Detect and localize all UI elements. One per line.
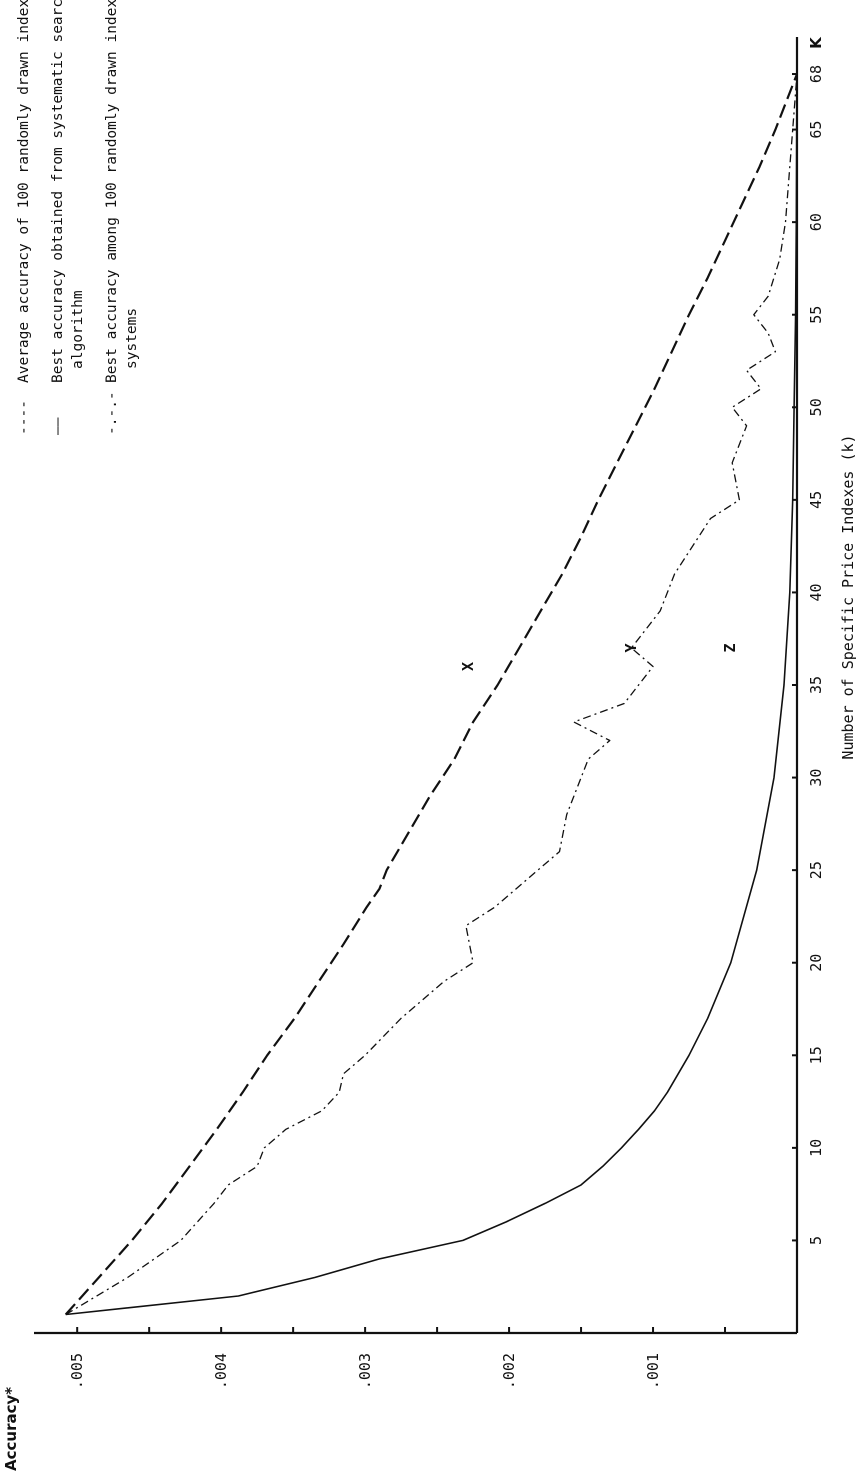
y-tick-label: .002	[500, 1353, 518, 1389]
y-axis-title: Accuracy*	[2, 1387, 20, 1471]
x-tick-label: 40	[807, 583, 825, 601]
legend: ---- Average accuracy of 100 randomly dra…	[16, 0, 140, 435]
x-tick-label: 25	[807, 861, 825, 879]
x-tick-label: 68	[807, 65, 825, 83]
x-tick-label: 60	[807, 213, 825, 231]
axes	[34, 37, 799, 1335]
x-tick-label: 35	[807, 676, 825, 694]
legend-entry-x: Average accuracy of 100 randomly drawn i…	[16, 0, 32, 383]
curves: X Z Y	[64, 73, 799, 1316]
x-tick-label: 30	[807, 769, 825, 787]
y-tick-label: .004	[212, 1353, 230, 1389]
legend-symbol-y: -.-.-	[104, 391, 120, 435]
x-tick-label: 15	[807, 1046, 825, 1064]
curve-label-y: Y	[622, 643, 640, 652]
legend-symbol-z: ——	[50, 417, 66, 435]
series-line-z	[65, 73, 798, 1316]
y-tick-label: .005	[68, 1353, 86, 1389]
x-tick-label: 5	[807, 1236, 825, 1245]
x-tick-label: 65	[807, 121, 825, 139]
x-tick-label: 20	[807, 954, 825, 972]
legend-entry-y: Best accuracy among 100 randomly drawn i…	[104, 0, 120, 383]
ticks: 5 10 15 20 25 30 35 40 45 50 55 60 65 68 .001 .002 .003.…	[68, 65, 825, 1389]
curve-label-x: X	[459, 662, 477, 671]
x-tick-label: 10	[807, 1139, 825, 1157]
legend-entry-z: Best accuracy obtained from systematic s…	[50, 0, 66, 383]
series-line-x	[64, 73, 799, 1316]
legend-symbol-x: ----	[16, 400, 32, 435]
y-tick-label: .003	[356, 1353, 374, 1389]
axis-labels: Number of Specific Price Indexes (k) K A…	[2, 36, 857, 1471]
x-axis-title: Number of Specific Price Indexes (k)	[839, 434, 857, 759]
x-tick-label: 45	[807, 491, 825, 509]
x-tick-label: 50	[807, 398, 825, 416]
series-line-y	[65, 73, 798, 1316]
legend-entry-z: algorithm	[70, 290, 86, 369]
y-tick-label: .001	[644, 1353, 662, 1389]
x-tick-label: 55	[807, 306, 825, 324]
curve-label-z: Z	[721, 643, 739, 652]
x-axis-end-label: K	[807, 36, 825, 49]
legend-entry-y: systems	[124, 308, 140, 369]
